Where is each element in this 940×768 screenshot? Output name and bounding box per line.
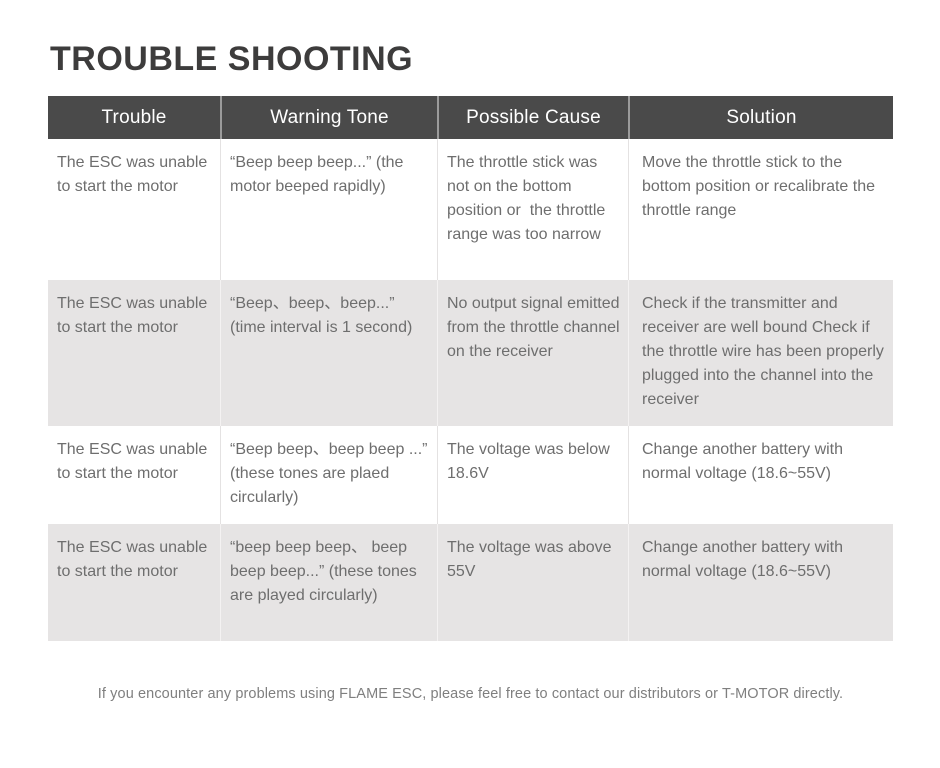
- table-row: The ESC was unable to start the motor “b…: [48, 524, 893, 641]
- cell-possible-cause: The throttle stick was not on the bottom…: [437, 139, 628, 280]
- cell-warning-tone: “Beep beep、beep beep ...” (these tones a…: [220, 426, 437, 524]
- table-row: The ESC was unable to start the motor “B…: [48, 280, 893, 426]
- page-title: TROUBLE SHOOTING: [50, 40, 414, 78]
- cell-trouble: The ESC was unable to start the motor: [57, 539, 212, 580]
- cell-solution: Change another battery with normal volta…: [628, 426, 893, 524]
- header-cell-warning-tone: Warning Tone: [220, 96, 437, 139]
- footer-note: If you encounter any problems using FLAM…: [97, 686, 844, 702]
- troubleshooting-table: Trouble Warning Tone Possible Cause Solu…: [48, 96, 893, 641]
- cell-trouble: The ESC was unable to start the motor: [57, 441, 212, 482]
- header-cell-solution: Solution: [628, 96, 893, 139]
- cell-warning-tone: “beep beep beep、 beep beep beep...” (the…: [220, 524, 437, 641]
- header-cell-trouble: Trouble: [101, 106, 167, 128]
- table-row: The ESC was unable to start the motor “B…: [48, 426, 893, 524]
- cell-solution: Change another battery with normal volta…: [628, 524, 893, 641]
- cell-warning-tone: “Beep beep beep...” (the motor beeped ra…: [220, 139, 437, 280]
- header-cell-possible-cause: Possible Cause: [437, 96, 628, 139]
- table-row: The ESC was unable to start the motor “B…: [48, 139, 893, 280]
- cell-solution: Move the throttle stick to the bottom po…: [628, 139, 893, 280]
- cell-trouble: The ESC was unable to start the motor: [57, 154, 212, 195]
- cell-possible-cause: No output signal emitted from the thrott…: [437, 280, 628, 426]
- cell-warning-tone: “Beep、beep、beep...” (time interval is 1 …: [220, 280, 437, 426]
- cell-solution: Check if the transmitter and receiver ar…: [628, 280, 893, 426]
- cell-possible-cause: The voltage was below 18.6V: [437, 426, 628, 524]
- cell-possible-cause: The voltage was above 55V: [437, 524, 628, 641]
- cell-trouble: The ESC was unable to start the motor: [57, 295, 212, 336]
- table-header-row: Trouble Warning Tone Possible Cause Solu…: [48, 96, 893, 139]
